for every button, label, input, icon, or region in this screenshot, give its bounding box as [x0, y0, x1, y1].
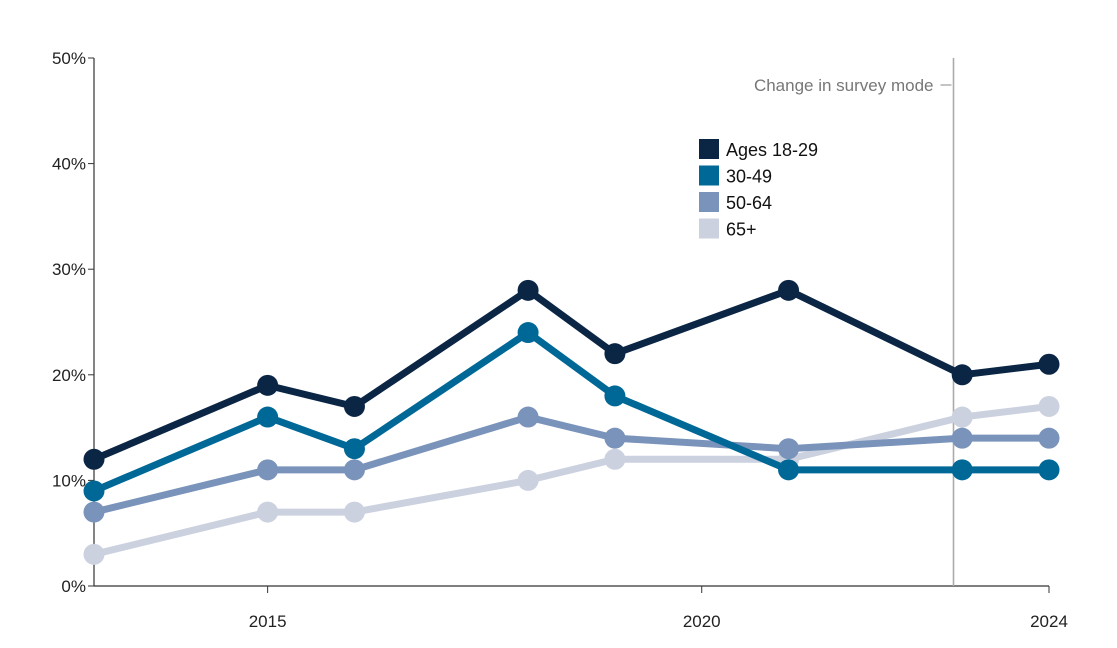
series-line: [90, 329, 1053, 495]
legend: Ages 18-29 30-49 50-64 65+: [699, 139, 818, 240]
axes: 0% 10% 20% 30% 40% 50% 2015 2020 2024: [52, 49, 1068, 631]
data-point: [257, 374, 279, 396]
legend-label: 50-64: [726, 193, 772, 213]
survey-mode-annotation-text: Change in survey mode: [754, 76, 934, 95]
data-point: [604, 427, 626, 449]
data-point: [951, 406, 973, 428]
series-line: [90, 286, 1053, 463]
data-point: [83, 480, 105, 502]
series-1: [83, 322, 1060, 502]
data-point: [257, 501, 279, 523]
x-tick-label: 2015: [249, 612, 287, 631]
data-point: [257, 406, 279, 428]
data-point: [83, 543, 105, 565]
x-tick-label: 2024: [1030, 612, 1068, 631]
data-point: [257, 459, 279, 481]
data-point: [517, 279, 539, 301]
data-point: [778, 459, 800, 481]
data-point: [343, 501, 365, 523]
data-point: [343, 438, 365, 460]
data-point: [1038, 395, 1060, 417]
legend-label: 30-49: [726, 167, 772, 187]
series-line: [90, 402, 1053, 558]
data-point: [604, 343, 626, 365]
data-point: [951, 427, 973, 449]
data-point: [951, 459, 973, 481]
series-line: [90, 413, 1053, 516]
legend-item: 50-64: [699, 192, 772, 213]
data-point: [778, 279, 800, 301]
series-0: [83, 279, 1060, 470]
y-tick-label: 10%: [52, 471, 86, 490]
legend-item: 65+: [699, 218, 757, 240]
data-point: [83, 501, 105, 523]
data-point: [1038, 459, 1060, 481]
data-point: [343, 395, 365, 417]
y-tick-label: 40%: [52, 155, 86, 174]
legend-swatch: [699, 218, 719, 239]
legend-swatch: [699, 139, 719, 159]
y-tick-label: 50%: [52, 49, 86, 68]
data-point: [604, 448, 626, 470]
legend-swatch: [699, 165, 719, 186]
data-point: [517, 469, 539, 491]
legend-item: Ages 18-29: [699, 139, 818, 160]
x-tick-label: 2020: [683, 612, 721, 631]
data-point: [1038, 353, 1060, 375]
y-tick-label: 30%: [52, 260, 86, 279]
legend-label: Ages 18-29: [726, 140, 818, 160]
y-tick-label: 0%: [61, 577, 86, 596]
data-point: [517, 322, 539, 344]
legend-label: 65+: [726, 220, 757, 240]
data-point: [778, 438, 800, 460]
data-point: [343, 459, 365, 481]
series-2: [83, 406, 1060, 523]
data-point: [517, 406, 539, 428]
data-point: [604, 385, 626, 407]
data-point: [83, 448, 105, 470]
survey-mode-annotation: Change in survey mode: [754, 58, 955, 586]
data-point: [951, 364, 973, 386]
y-tick-label: 20%: [52, 366, 86, 385]
legend-swatch: [699, 192, 719, 212]
series-group: [83, 279, 1060, 565]
legend-item: 30-49: [699, 165, 772, 187]
data-point: [1038, 427, 1060, 449]
